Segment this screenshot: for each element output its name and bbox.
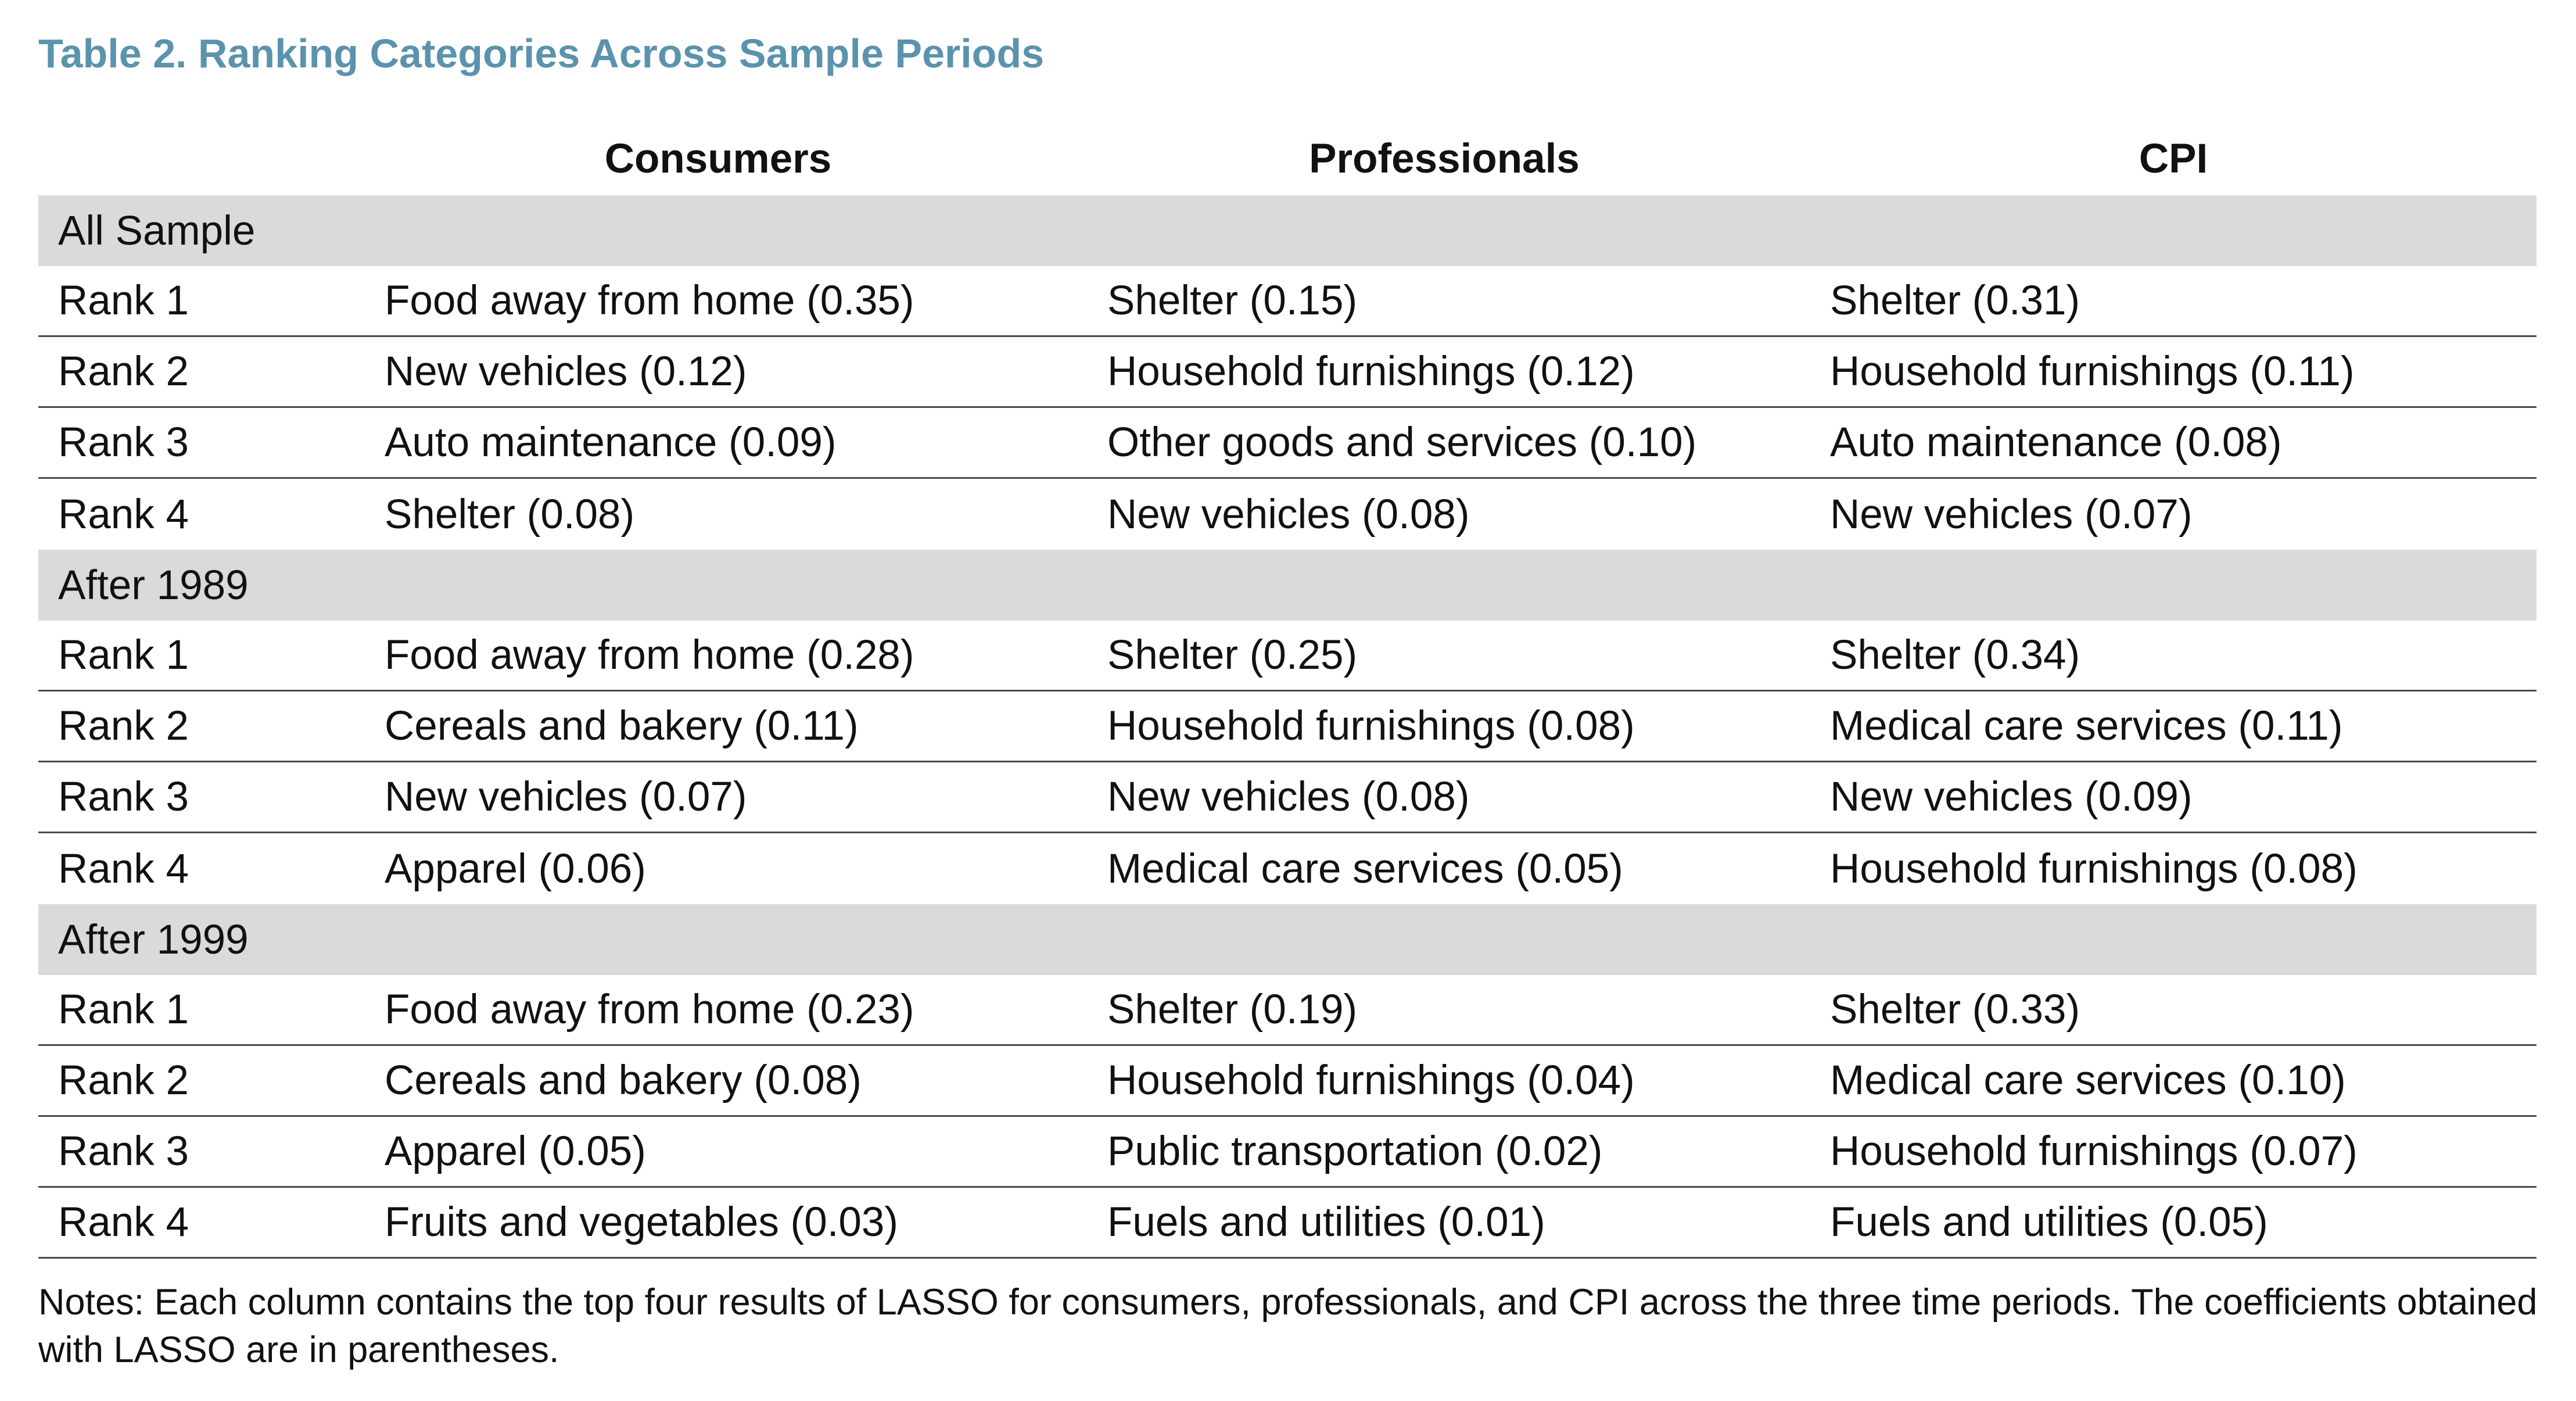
- rank-label: Rank 4: [58, 1199, 189, 1245]
- cpi-cell: Auto maintenance (0.08): [1830, 420, 2282, 465]
- column-header-cpi: CPI: [2139, 135, 2208, 182]
- rank-label: Rank 1: [58, 987, 189, 1033]
- column-header-consumers: Consumers: [604, 135, 832, 182]
- rank-label: Rank 2: [58, 1058, 189, 1103]
- column-header-professionals: Professionals: [1309, 135, 1580, 182]
- consumers-cell: Apparel (0.06): [385, 845, 646, 892]
- rank-label: Rank 2: [58, 349, 189, 395]
- consumers-cell: New vehicles (0.12): [385, 349, 747, 395]
- rank-label: Rank 3: [58, 420, 189, 465]
- consumers-cell: Cereals and bakery (0.11): [385, 703, 859, 749]
- rank-label: Rank 3: [58, 1128, 189, 1174]
- professionals-cell: Household furnishings (0.04): [1107, 1058, 1635, 1103]
- professionals-cell: Household furnishings (0.08): [1107, 703, 1635, 749]
- consumers-cell: Food away from home (0.23): [385, 987, 914, 1033]
- consumers-cell: Auto maintenance (0.09): [385, 420, 837, 465]
- consumers-cell: Cereals and bakery (0.08): [385, 1058, 862, 1103]
- cpi-cell: Household furnishings (0.11): [1830, 349, 2355, 395]
- professionals-cell: Shelter (0.15): [1107, 278, 1358, 324]
- cpi-cell: Shelter (0.31): [1830, 278, 2080, 324]
- rank-label: Rank 1: [58, 632, 189, 678]
- table-header-row: Consumers Professionals CPI: [38, 122, 2536, 195]
- table-row: Rank 3 Apparel (0.05) Public transportat…: [38, 1117, 2536, 1188]
- table-row: Rank 1 Food away from home (0.28) Shelte…: [38, 621, 2536, 691]
- rank-label: Rank 4: [58, 491, 189, 538]
- table-row: Rank 2 New vehicles (0.12) Household fur…: [38, 337, 2536, 408]
- professionals-cell: Medical care services (0.05): [1107, 845, 1623, 892]
- consumers-cell: Shelter (0.08): [385, 491, 635, 538]
- cpi-cell: Medical care services (0.11): [1830, 703, 2343, 749]
- section-header-all-sample: All Sample: [38, 195, 2536, 266]
- consumers-cell: New vehicles (0.07): [385, 774, 747, 820]
- professionals-cell: Household furnishings (0.12): [1107, 349, 1635, 395]
- cpi-cell: Household furnishings (0.07): [1830, 1128, 2358, 1174]
- table-title: Table 2. Ranking Categories Across Sampl…: [38, 31, 1045, 76]
- professionals-cell: New vehicles (0.08): [1107, 491, 1470, 538]
- cpi-cell: Shelter (0.33): [1830, 987, 2080, 1033]
- rank-label: Rank 4: [58, 845, 189, 892]
- consumers-cell: Food away from home (0.28): [385, 632, 914, 678]
- cpi-cell: Fuels and utilities (0.05): [1830, 1199, 2268, 1245]
- professionals-cell: Public transportation (0.02): [1107, 1128, 1603, 1174]
- table-notes: Notes: Each column contains the top four…: [38, 1282, 2538, 1370]
- table-row: Rank 1 Food away from home (0.23) Shelte…: [38, 975, 2536, 1046]
- table-row: Rank 3 New vehicles (0.07) New vehicles …: [38, 762, 2536, 833]
- professionals-cell: Other goods and services (0.10): [1107, 420, 1697, 465]
- rank-label: Rank 3: [58, 774, 189, 820]
- consumers-cell: Food away from home (0.35): [385, 278, 914, 324]
- table-row: Rank 3 Auto maintenance (0.09) Other goo…: [38, 408, 2536, 479]
- table-row: Rank 4 Fruits and vegetables (0.03) Fuel…: [38, 1188, 2536, 1259]
- cpi-cell: Shelter (0.34): [1830, 632, 2080, 678]
- table-row: Rank 4 Apparel (0.06) Medical care servi…: [38, 833, 2536, 904]
- professionals-cell: New vehicles (0.08): [1107, 774, 1470, 820]
- cpi-cell: Medical care services (0.10): [1830, 1058, 2346, 1103]
- professionals-cell: Shelter (0.25): [1107, 632, 1358, 678]
- consumers-cell: Apparel (0.05): [385, 1128, 646, 1174]
- table-row: Rank 2 Cereals and bakery (0.11) Househo…: [38, 691, 2536, 762]
- table-row: Rank 4 Shelter (0.08) New vehicles (0.08…: [38, 479, 2536, 550]
- consumers-cell: Fruits and vegetables (0.03): [385, 1199, 899, 1245]
- cpi-cell: New vehicles (0.07): [1830, 491, 2193, 538]
- professionals-cell: Shelter (0.19): [1107, 987, 1358, 1033]
- table-row: Rank 1 Food away from home (0.35) Shelte…: [38, 266, 2536, 337]
- section-header-after-1999: After 1999: [38, 904, 2536, 975]
- section-header-after-1989: After 1989: [38, 550, 2536, 621]
- professionals-cell: Fuels and utilities (0.01): [1107, 1199, 1545, 1245]
- ranking-table: Consumers Professionals CPI All Sample R…: [38, 122, 2536, 1259]
- cpi-cell: Household furnishings (0.08): [1830, 845, 2358, 892]
- table-row: Rank 2 Cereals and bakery (0.08) Househo…: [38, 1046, 2536, 1117]
- cpi-cell: New vehicles (0.09): [1830, 774, 2193, 820]
- rank-label: Rank 1: [58, 278, 189, 324]
- rank-label: Rank 2: [58, 703, 189, 749]
